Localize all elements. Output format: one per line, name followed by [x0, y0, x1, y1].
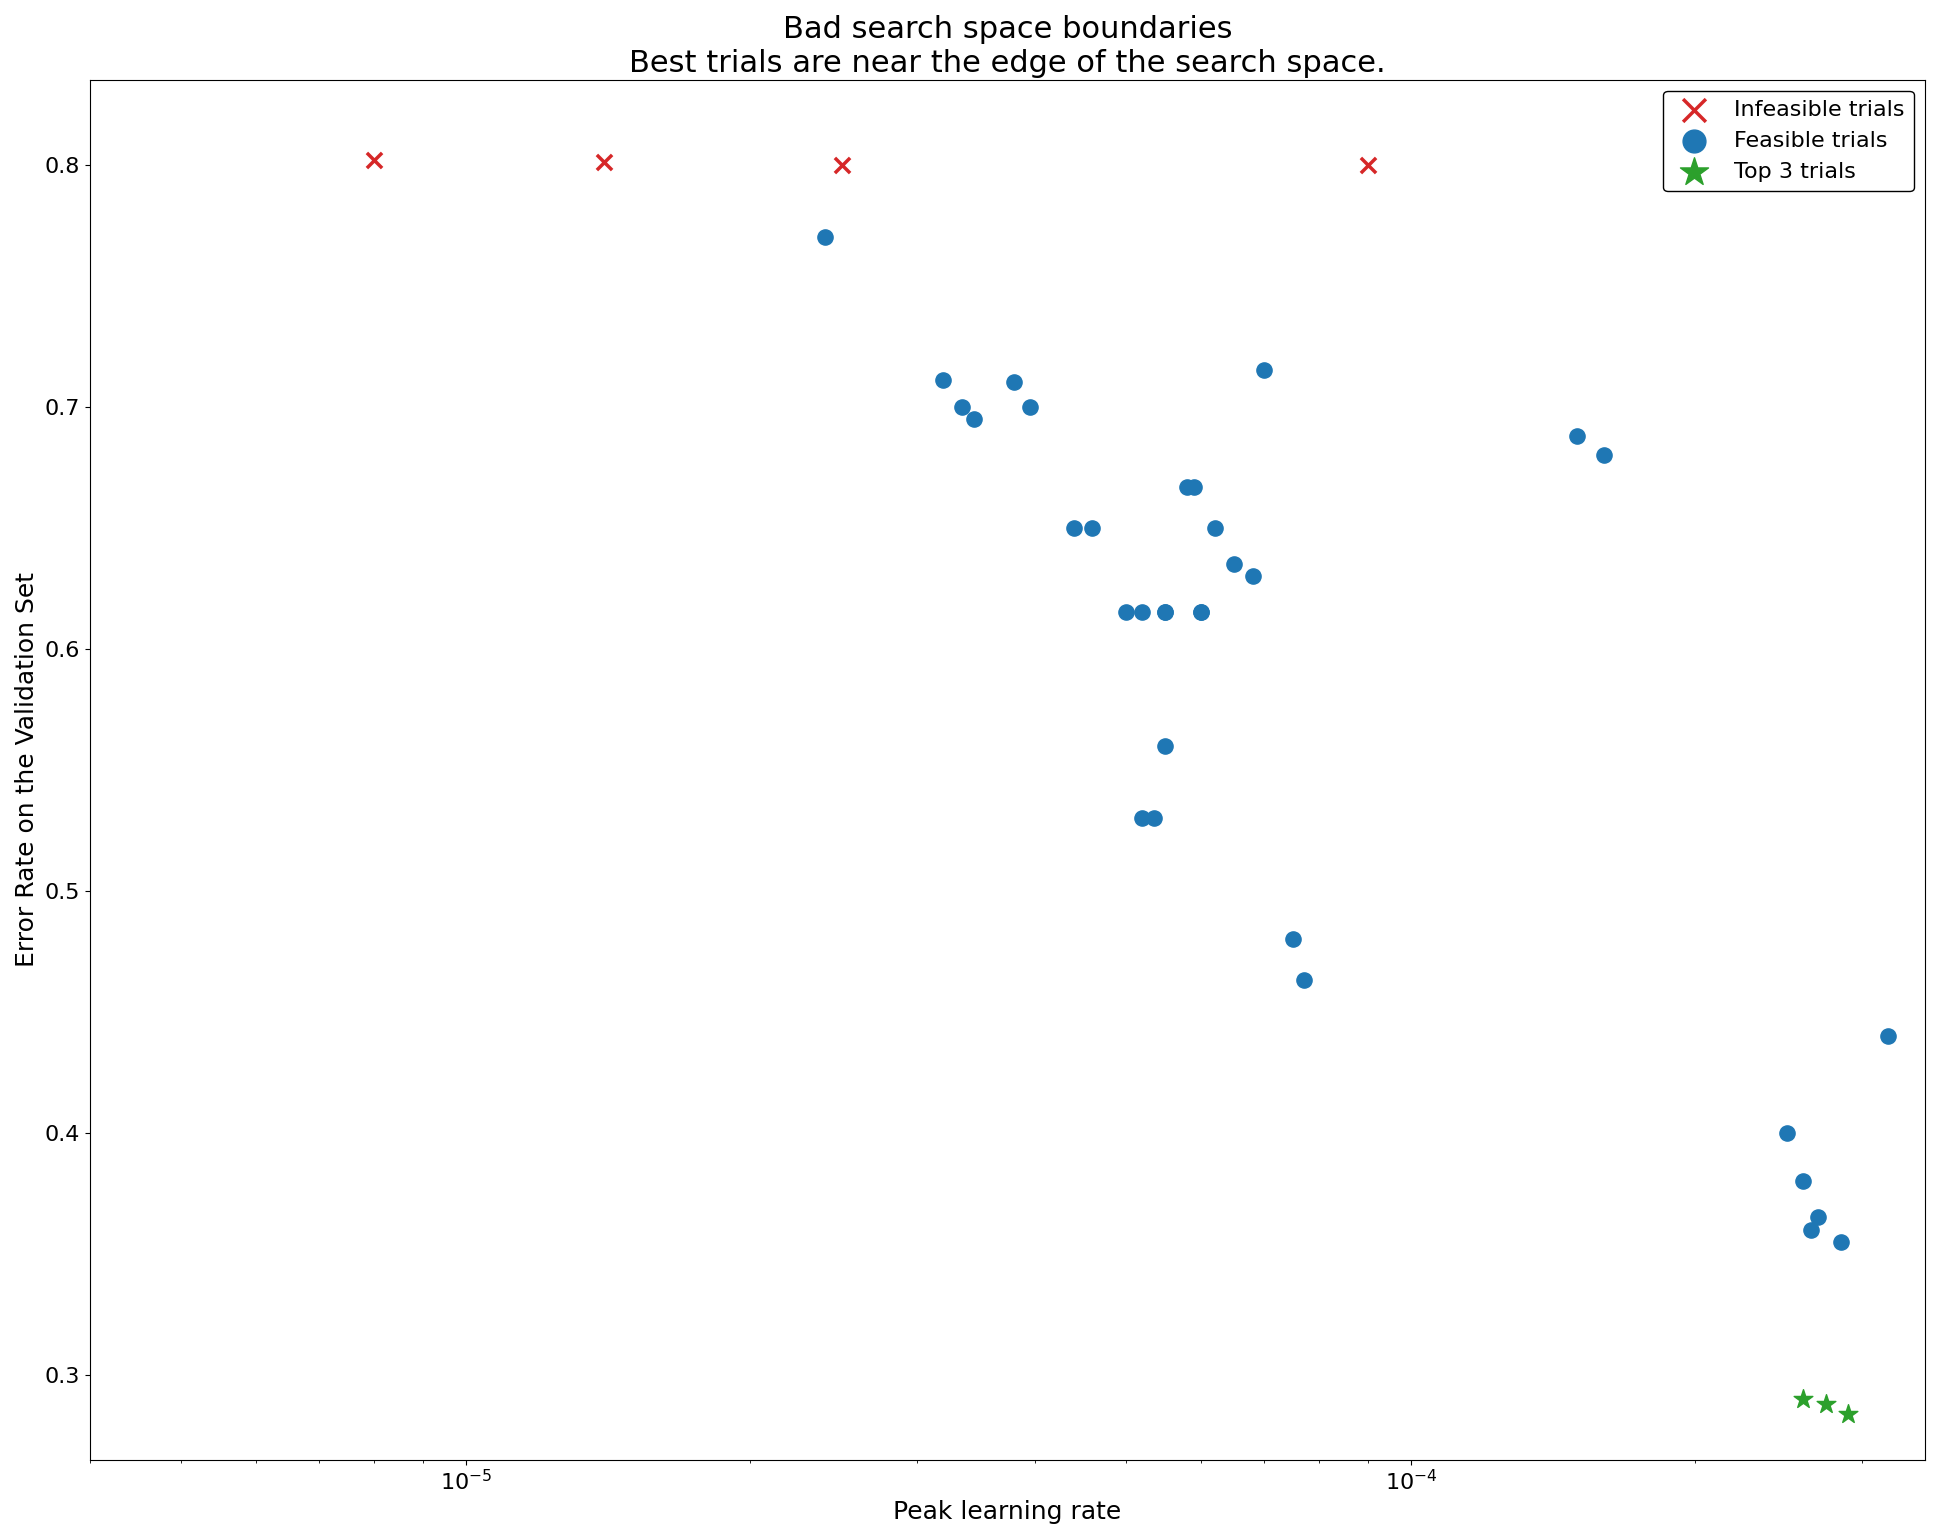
Y-axis label: Error Rate on the Validation Set: Error Rate on the Validation Set [16, 573, 39, 966]
Top 3 trials [1830, 1400, 1861, 1425]
Feasible trials [1871, 1023, 1902, 1048]
Title: Bad search space boundaries
Best trials are near the edge of the search space.: Bad search space boundaries Best trials … [628, 15, 1384, 77]
Feasible trials [1786, 1170, 1817, 1194]
Feasible trials [1588, 443, 1619, 468]
Feasible trials [1218, 551, 1249, 576]
Feasible trials [1561, 423, 1592, 448]
Feasible trials [1179, 474, 1210, 499]
Feasible trials [1185, 600, 1216, 625]
Feasible trials [958, 406, 989, 431]
Feasible trials [1150, 600, 1181, 625]
Feasible trials [1801, 1205, 1832, 1230]
Feasible trials [1249, 359, 1280, 383]
Feasible trials [1276, 926, 1307, 951]
Feasible trials [1059, 516, 1090, 540]
Feasible trials [1825, 1230, 1856, 1254]
X-axis label: Peak learning rate: Peak learning rate [892, 1501, 1121, 1524]
Feasible trials [946, 394, 977, 419]
Feasible trials [1014, 394, 1045, 419]
Feasible trials [999, 371, 1030, 396]
Feasible trials [1138, 806, 1169, 831]
Feasible trials [1237, 563, 1268, 588]
Feasible trials [1770, 1120, 1801, 1145]
Feasible trials [809, 225, 840, 249]
Feasible trials [1150, 600, 1181, 625]
Feasible trials [1076, 516, 1107, 540]
Infeasible trials [826, 152, 857, 177]
Feasible trials [1127, 806, 1158, 831]
Feasible trials [1198, 516, 1229, 540]
Infeasible trials [1351, 152, 1383, 177]
Feasible trials [1287, 968, 1319, 993]
Infeasible trials [359, 148, 390, 172]
Feasible trials [1111, 600, 1142, 625]
Feasible trials [1150, 733, 1181, 757]
Top 3 trials [1786, 1387, 1817, 1411]
Top 3 trials [1809, 1391, 1840, 1416]
Feasible trials [1171, 474, 1202, 499]
Infeasible trials [588, 149, 619, 174]
Feasible trials [927, 368, 958, 392]
Legend: Infeasible trials, Feasible trials, Top 3 trials: Infeasible trials, Feasible trials, Top … [1662, 91, 1914, 191]
Feasible trials [1127, 600, 1158, 625]
Feasible trials [1794, 1217, 1825, 1242]
Feasible trials [1185, 600, 1216, 625]
